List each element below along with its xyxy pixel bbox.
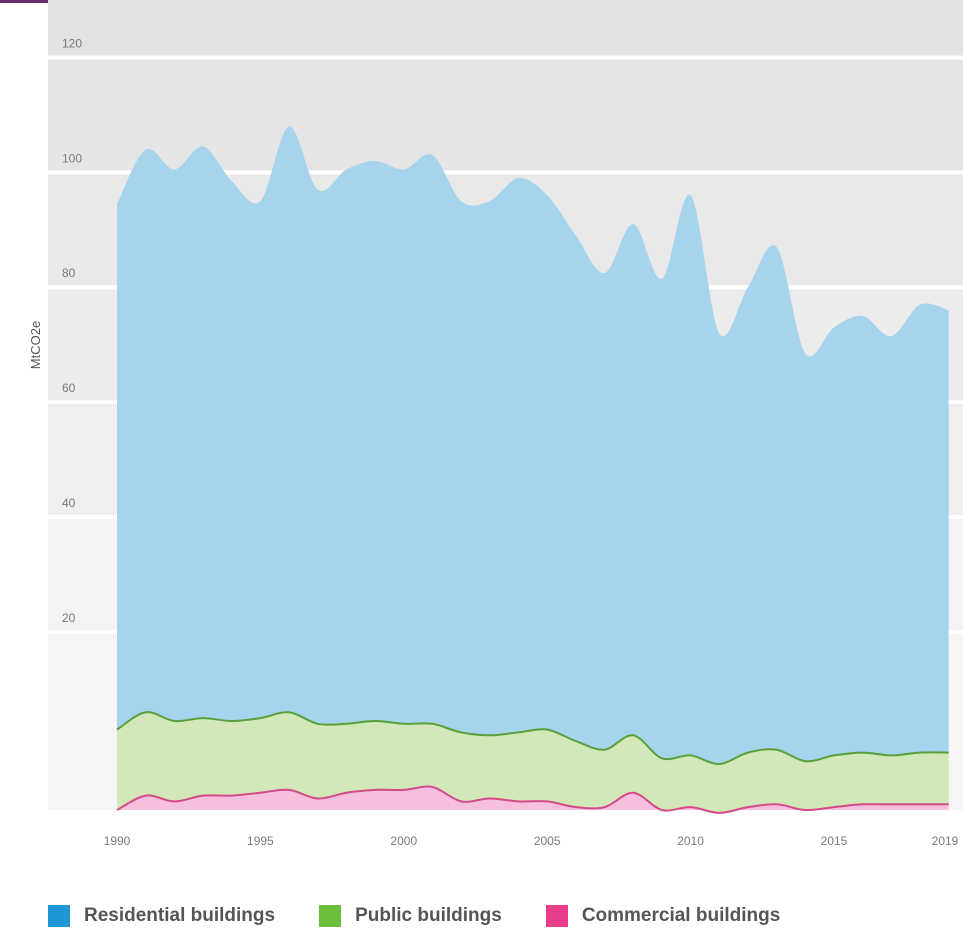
x-tick-label: 2005 [534, 834, 561, 848]
grid-band [48, 57, 963, 173]
series-outlines [116, 711, 949, 814]
x-tick-label: 1990 [104, 834, 131, 848]
legend-label-commercial: Commercial buildings [581, 905, 781, 926]
area-residential [117, 126, 949, 765]
y-axis-label: MtCO2e [28, 321, 43, 369]
line-public [116, 711, 949, 766]
x-tick-label: 2000 [390, 834, 417, 848]
y-axis-ticks: 20 40 60 80 100 120 [62, 36, 82, 624]
legend-label-residential: Residential buildings [84, 905, 276, 926]
legend-swatch-residential [48, 905, 70, 927]
y-tick-label: 120 [62, 36, 82, 50]
y-tick-label: 100 [62, 151, 82, 165]
x-tick-label: 2010 [677, 834, 704, 848]
legend-label-public: Public buildings [355, 905, 502, 926]
y-tick-label: 20 [62, 611, 76, 625]
x-tick-label: 1995 [247, 834, 274, 848]
legend-item-residential: Residential buildings [48, 905, 275, 927]
area-public [117, 712, 949, 813]
grid-band [48, 0, 963, 58]
area-commercial [117, 786, 949, 813]
area-series [117, 126, 949, 813]
y-tick-label: 40 [62, 496, 76, 510]
x-tick-label: 2019 [932, 834, 959, 848]
line-commercial [116, 785, 949, 814]
legend: Residential buildings Public buildings C… [48, 904, 824, 928]
y-tick-label: 60 [62, 381, 76, 395]
x-axis-ticks: 1990 1995 2000 2005 2010 2015 2019 [104, 834, 959, 848]
legend-item-commercial: Commercial buildings [545, 905, 781, 927]
y-tick-label: 80 [62, 266, 76, 280]
x-tick-label: 2015 [821, 834, 848, 848]
legend-item-public: Public buildings [319, 905, 502, 927]
legend-swatch-commercial [545, 905, 568, 927]
area-chart: 20 40 60 80 100 120 1990 1995 2000 2005 2010 2015 2… [28, 0, 963, 848]
legend-swatch-public [319, 905, 342, 927]
